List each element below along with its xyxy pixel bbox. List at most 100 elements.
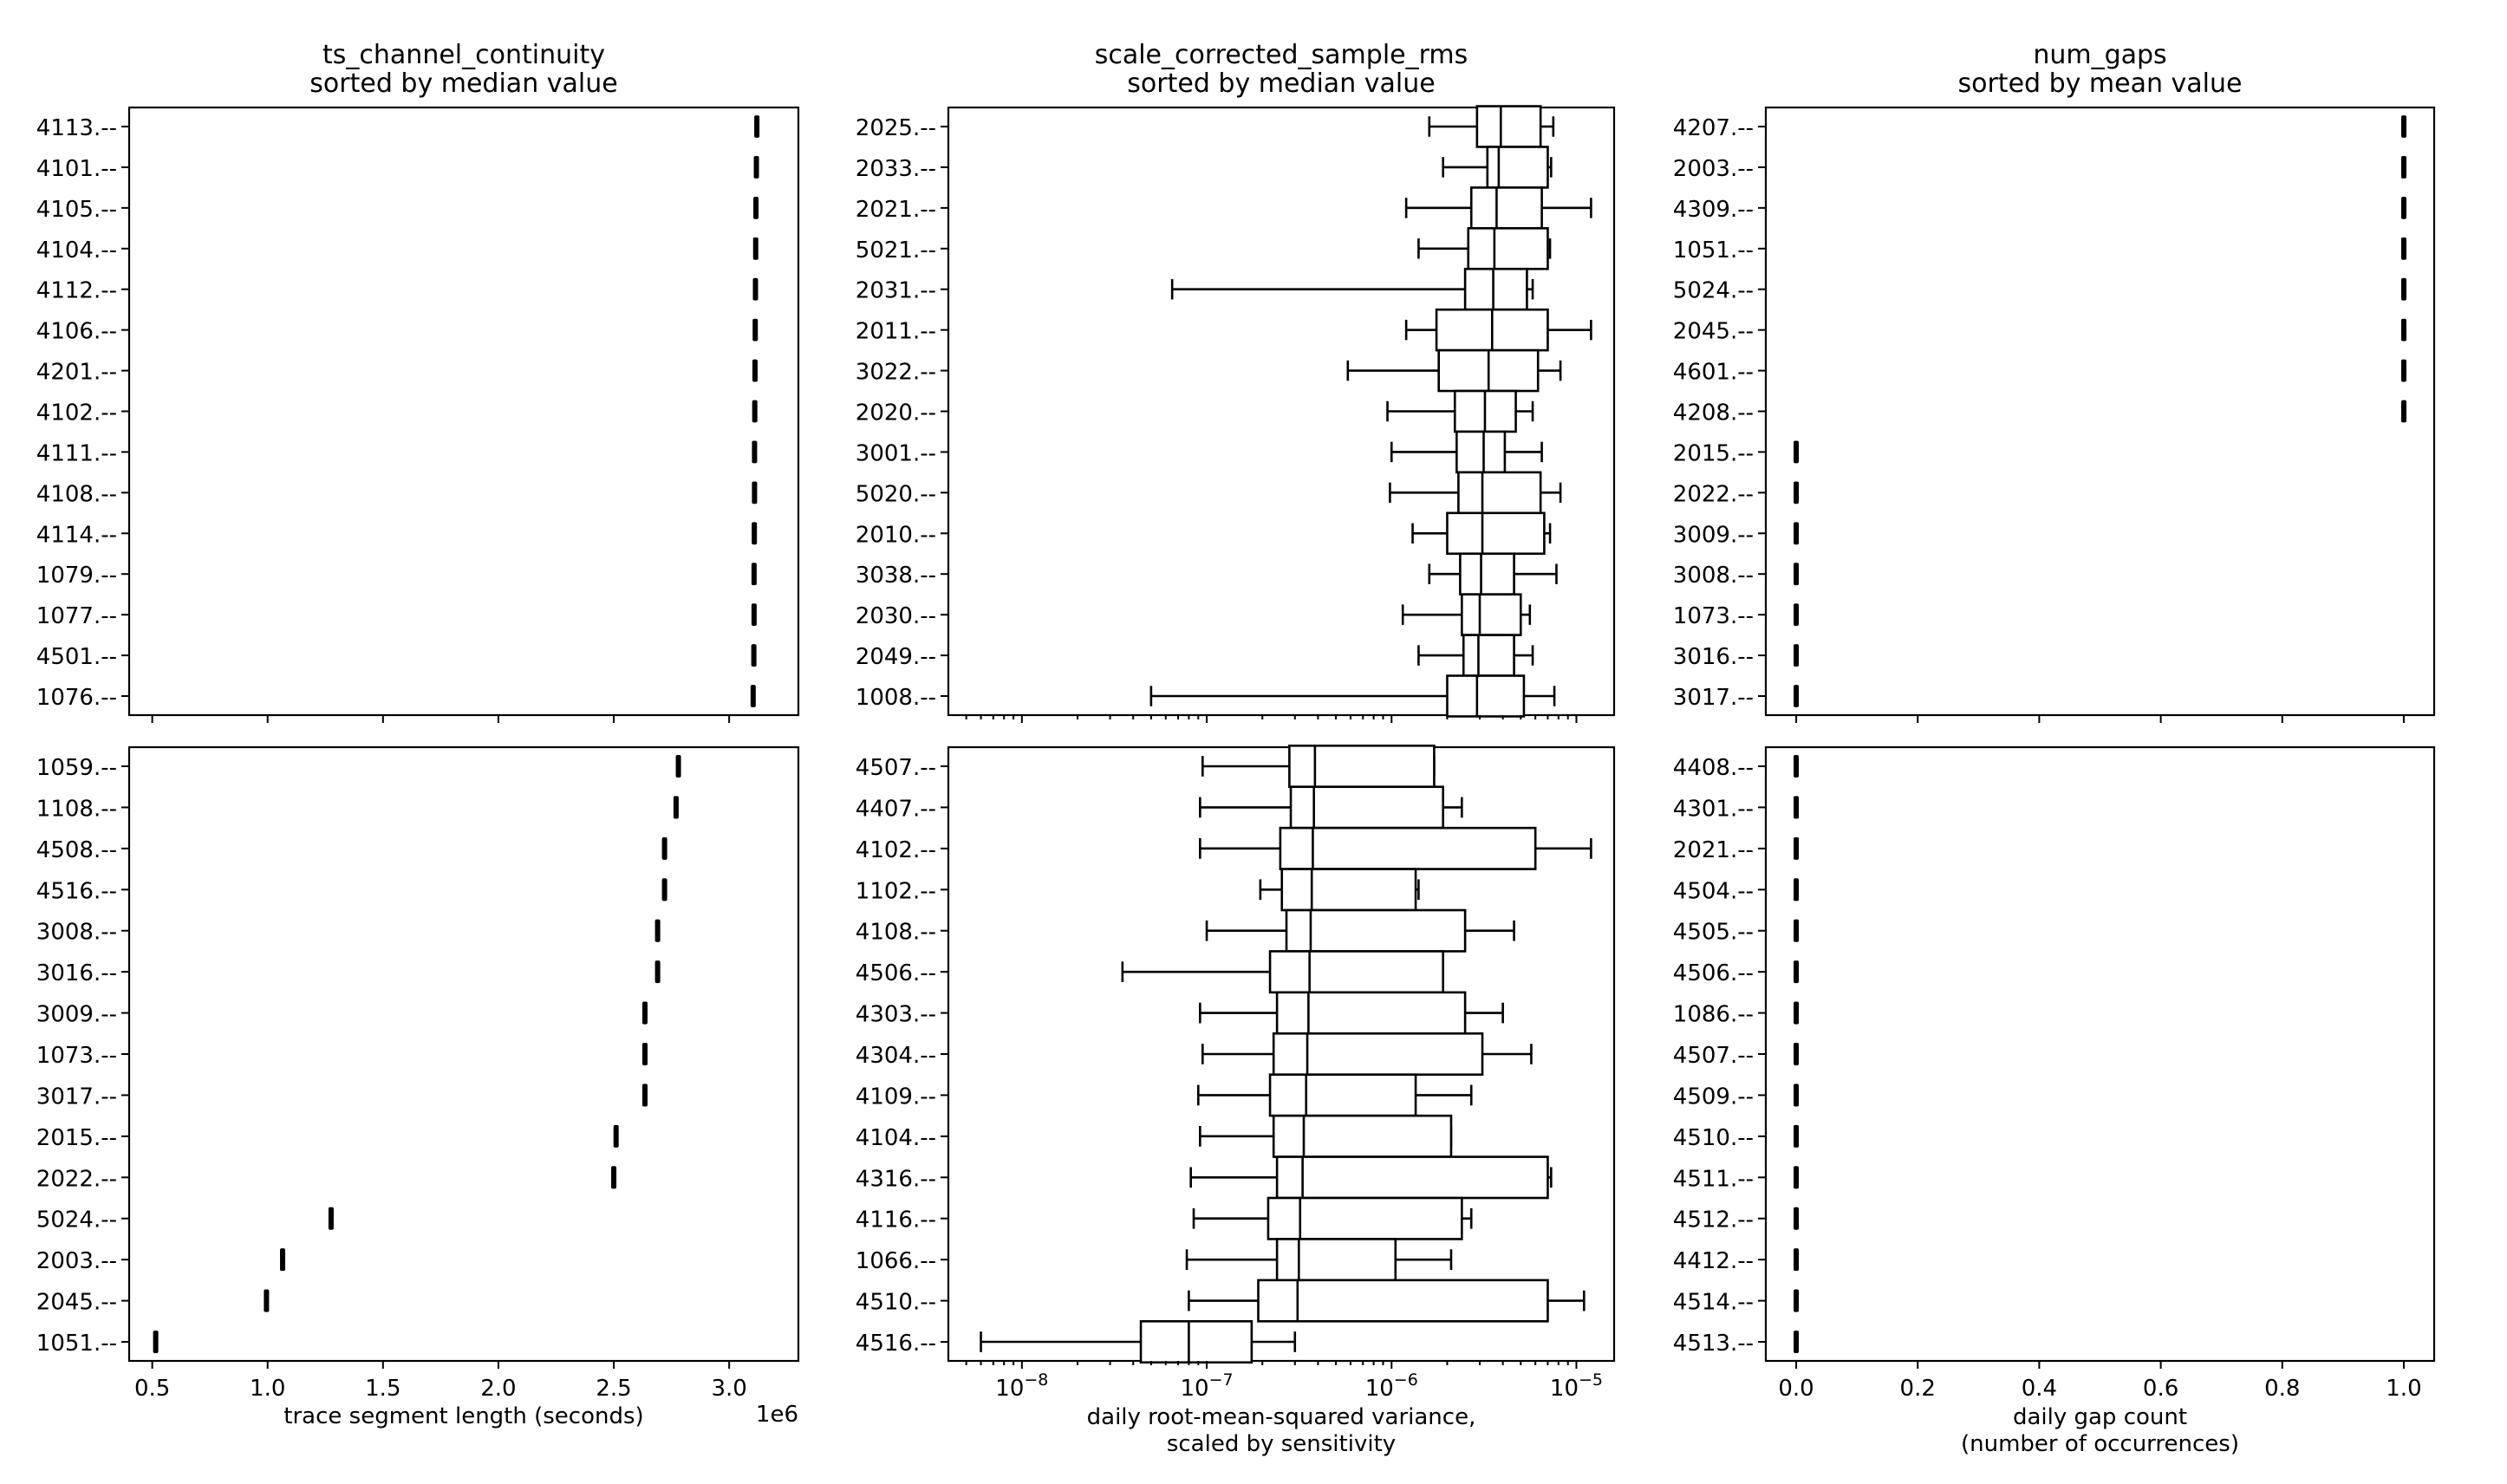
box <box>1272 1114 1453 1158</box>
chart-subtitle: sorted by median value <box>309 68 617 99</box>
box <box>1446 674 1526 718</box>
x-tick-label: 2.0 <box>480 1376 516 1402</box>
chart-title: scale_corrected_sample_rms <box>1095 40 1468 70</box>
box-mark <box>673 796 679 819</box>
box-mark <box>752 277 759 301</box>
y-tick-label: 2033.-- <box>856 156 936 182</box>
box <box>1279 826 1537 870</box>
y-tick-label: 1073.-- <box>36 1043 117 1069</box>
y-tick-label: 1086.-- <box>1673 1002 1754 1028</box>
y-tick-label: 5024.-- <box>36 1207 117 1233</box>
box-mark <box>2400 318 2406 342</box>
y-tick-label: 4509.-- <box>1673 1084 1754 1110</box>
chart-title: num_gaps <box>2033 40 2166 70</box>
x-tick-label: 10−7 <box>1181 1370 1234 1402</box>
x-axis-label: daily gap count <box>2013 1404 2187 1430</box>
box-mark <box>153 1330 159 1354</box>
box <box>1469 186 1543 230</box>
y-tick-label: 4516.-- <box>856 1331 936 1357</box>
x-tick-label: 3.0 <box>711 1376 746 1402</box>
box-mark <box>1794 1166 1800 1189</box>
y-tick-label: 4506.-- <box>856 960 936 986</box>
y-tick-label: 1059.-- <box>36 755 117 781</box>
y-tick-label: 4111.-- <box>36 440 117 466</box>
box-mark <box>654 919 661 942</box>
box-mark <box>1794 644 1800 667</box>
box <box>1268 950 1445 994</box>
box-mark <box>2400 115 2406 138</box>
y-tick-label: 3038.-- <box>856 563 936 589</box>
y-tick-label: 1079.-- <box>36 563 117 589</box>
y-tick-label: 4207.-- <box>1673 115 1754 141</box>
x-tick-label: 0.5 <box>134 1376 170 1402</box>
chart-title: ts_channel_continuity <box>322 40 605 70</box>
box-mark <box>752 481 758 504</box>
y-tick-label: 3009.-- <box>36 1002 117 1028</box>
x-tick-label: 0.6 <box>2143 1376 2178 1402</box>
box-mark <box>754 115 760 138</box>
y-tick-label: 4102.-- <box>856 837 936 863</box>
y-tick-label: 2021.-- <box>1673 837 1754 863</box>
box <box>1462 634 1515 677</box>
box <box>1268 1073 1417 1117</box>
y-tick-label: 4104.-- <box>856 1125 936 1151</box>
y-tick-label: 3008.-- <box>36 920 117 946</box>
box-mark <box>753 196 759 219</box>
x-axis-offset-label: 1e6 <box>756 1402 798 1428</box>
y-tick-label: 4303.-- <box>856 1002 936 1028</box>
box-mark <box>752 359 758 382</box>
box-mark <box>752 400 758 423</box>
y-tick-label: 3022.-- <box>856 360 936 386</box>
y-tick-label: 3016.-- <box>1673 644 1754 670</box>
y-tick-label: 4501.-- <box>36 644 117 670</box>
box-mark <box>1794 919 1800 942</box>
box-mark <box>1794 481 1800 504</box>
box-mark <box>751 644 757 667</box>
y-tick-label: 4109.-- <box>856 1084 936 1110</box>
box-mark <box>1794 960 1800 984</box>
y-tick-label: 4507.-- <box>1673 1043 1754 1069</box>
y-tick-label: 4506.-- <box>1673 960 1754 986</box>
box <box>1275 991 1467 1035</box>
box-mark <box>641 1001 648 1025</box>
x-tick-label: 10−8 <box>995 1370 1048 1402</box>
y-tick-label: 4412.-- <box>1673 1248 1754 1274</box>
box-mark <box>1794 563 1800 586</box>
box-mark <box>1794 1001 1800 1025</box>
y-tick-label: 4112.-- <box>36 278 117 304</box>
box-mark <box>1794 1248 1800 1272</box>
y-tick-label: 3008.-- <box>1673 563 1754 589</box>
y-tick-label: 4512.-- <box>1673 1207 1754 1233</box>
box <box>1486 146 1549 189</box>
box <box>1275 1155 1549 1200</box>
y-tick-label: 1102.-- <box>856 878 936 904</box>
box-mark <box>1794 440 1800 464</box>
y-tick-label: 2011.-- <box>856 319 936 345</box>
box-mark <box>1794 1084 1800 1107</box>
chart-subtitle: sorted by mean value <box>1957 68 2242 99</box>
y-tick-label: 4105.-- <box>36 197 117 223</box>
x-tick-label: 0.8 <box>2264 1376 2300 1402</box>
y-tick-label: 4201.-- <box>36 360 117 386</box>
box-mark <box>1794 836 1800 860</box>
axes-frame <box>127 745 800 1363</box>
box-mark <box>1794 603 1800 627</box>
y-tick-label: 4108.-- <box>856 920 936 946</box>
box-mark <box>753 156 759 179</box>
y-tick-label: 3017.-- <box>36 1084 117 1110</box>
box-mark <box>751 563 757 586</box>
box-mark <box>654 960 661 984</box>
y-tick-label: 3001.-- <box>856 440 936 466</box>
box <box>1289 785 1445 830</box>
box <box>1457 471 1542 515</box>
box-mark <box>1794 1042 1800 1066</box>
y-tick-label: 2049.-- <box>856 644 936 670</box>
y-tick-label: 2025.-- <box>856 115 936 141</box>
y-tick-label: 2010.-- <box>856 522 936 548</box>
box-mark <box>1794 1330 1800 1354</box>
x-tick-label: 0.2 <box>1900 1376 1936 1402</box>
box <box>1455 430 1507 474</box>
box-mark <box>2400 400 2406 423</box>
y-tick-label: 2015.-- <box>1673 440 1754 466</box>
